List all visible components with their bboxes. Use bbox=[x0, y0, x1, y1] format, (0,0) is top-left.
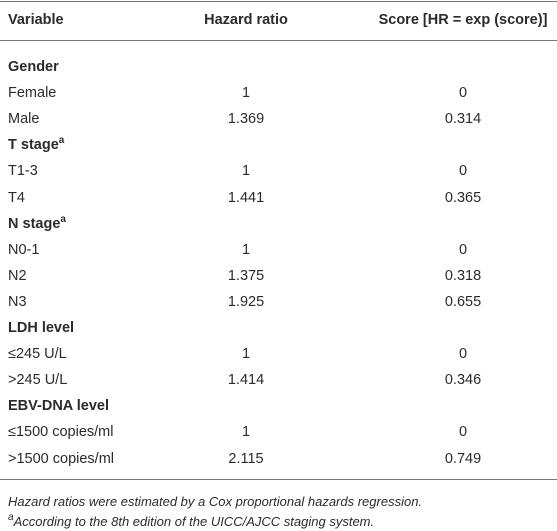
section-label: N stagea bbox=[8, 214, 66, 234]
section-label: EBV-DNA level bbox=[8, 396, 109, 416]
section-text: EBV-DNA level bbox=[8, 398, 109, 415]
cell-value: 1 bbox=[241, 241, 251, 258]
cell-value: 1.925 bbox=[227, 293, 265, 310]
footnote: Hazard ratios were estimated by a Cox pr… bbox=[8, 492, 422, 512]
section-text: T stage bbox=[8, 137, 59, 154]
cell-value: 0.318 bbox=[444, 267, 482, 284]
top-rule bbox=[0, 1, 557, 2]
cell-value: 1 bbox=[241, 346, 251, 363]
cell-value: 0 bbox=[458, 346, 468, 363]
cell-value: 0 bbox=[458, 85, 468, 102]
cell-value: 1.441 bbox=[227, 189, 265, 206]
superscript: a bbox=[60, 213, 66, 225]
row-label: >245 U/L bbox=[8, 372, 68, 389]
section-label: LDH level bbox=[8, 318, 74, 338]
row-label: N0-1 bbox=[8, 241, 40, 258]
footnote-text: According to the 8th edition of the UICC… bbox=[13, 514, 375, 529]
cell-value: 0.314 bbox=[444, 111, 482, 128]
cell-value: 0 bbox=[458, 424, 468, 441]
row-label: N2 bbox=[8, 267, 27, 284]
row-label: T1-3 bbox=[8, 163, 38, 180]
superscript: a bbox=[8, 512, 14, 523]
cell-value: 2.115 bbox=[228, 450, 264, 467]
cell-value: 1 bbox=[241, 424, 251, 441]
header-rule bbox=[0, 40, 557, 41]
section-text: N stage bbox=[8, 215, 61, 232]
cell-value: 0.346 bbox=[444, 372, 482, 389]
row-label: ≤1500 copies/ml bbox=[8, 424, 114, 441]
section-label: Gender bbox=[8, 57, 59, 77]
section-label: T stagea bbox=[8, 135, 64, 155]
section-text: LDH level bbox=[8, 320, 75, 336]
footnote-text: Hazard ratios were estimated by a Cox pr… bbox=[8, 494, 423, 509]
row-label: Male bbox=[8, 111, 40, 128]
column-header: Variable bbox=[8, 12, 64, 28]
cell-value: 1 bbox=[241, 85, 251, 102]
cell-value: 0.365 bbox=[444, 189, 482, 206]
column-header: Score [HR = exp (score)] bbox=[378, 12, 548, 28]
row-label: N3 bbox=[8, 293, 27, 310]
cell-value: 0.749 bbox=[444, 450, 482, 467]
row-label: T4 bbox=[8, 189, 25, 206]
cell-value: 1.414 bbox=[227, 372, 265, 389]
cell-value: 0.655 bbox=[444, 293, 482, 310]
row-label: Female bbox=[8, 85, 57, 102]
cell-value: 0 bbox=[458, 241, 468, 258]
superscript: a bbox=[58, 135, 65, 147]
row-label: ≤245 U/L bbox=[8, 346, 67, 363]
bottom-rule bbox=[0, 479, 557, 480]
cell-value: 1 bbox=[241, 163, 251, 180]
cell-value: 1.369 bbox=[227, 111, 265, 128]
row-label: >1500 copies/ml bbox=[8, 450, 114, 467]
cell-value: 1.375 bbox=[227, 267, 265, 284]
section-text: Gender bbox=[8, 59, 59, 75]
cell-value: 0 bbox=[458, 163, 468, 180]
column-header: Hazard ratio bbox=[204, 12, 288, 28]
footnote: aAccording to the 8th edition of the UIC… bbox=[8, 512, 374, 531]
